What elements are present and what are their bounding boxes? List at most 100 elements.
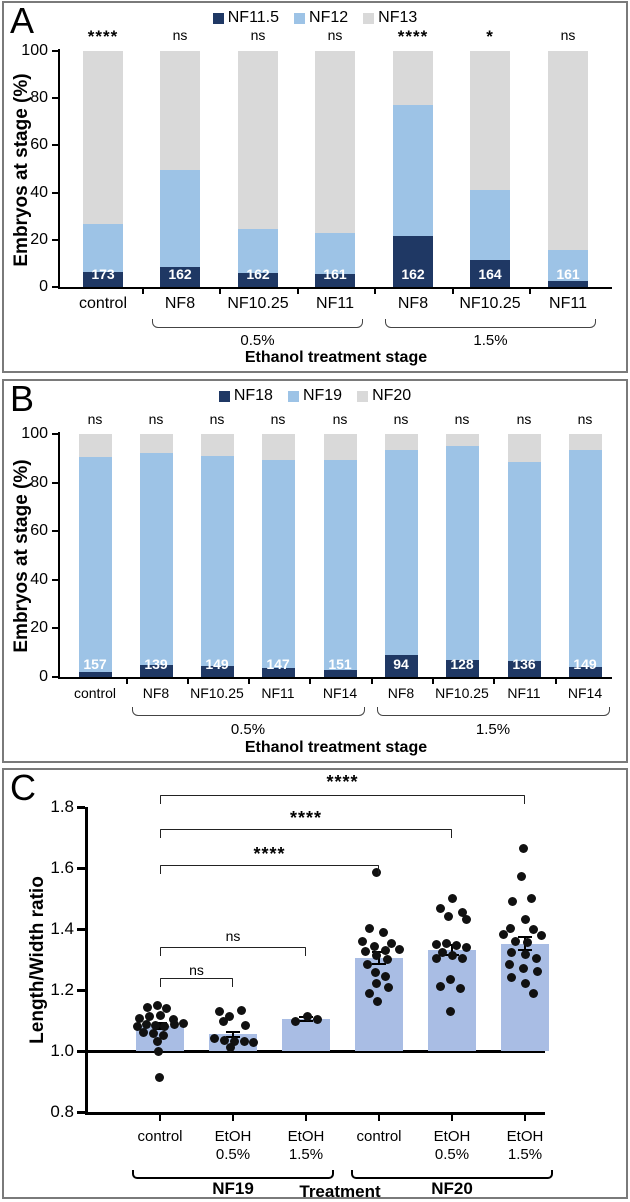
legend: NF11.5 NF12 NF13 <box>4 9 626 27</box>
x-tick-label: NF8 <box>164 295 196 312</box>
data-point <box>536 931 546 941</box>
error-bar-cap-bottom <box>518 948 532 951</box>
x-tick-label: 0.5% <box>434 1146 470 1163</box>
data-point <box>370 967 380 977</box>
significance-label: ns <box>516 411 532 427</box>
sig-label: **** <box>289 808 323 828</box>
panel-a-y-axis-title: Embryos at stage (%) <box>11 73 32 267</box>
group-bracket-label: NF20 <box>431 1179 473 1198</box>
x-tick-label: NF11 <box>549 295 587 312</box>
data-point <box>214 1007 224 1017</box>
y-tick-label: 1.4 <box>50 919 74 938</box>
n-label: 173 <box>91 266 115 282</box>
x-tick-mark <box>305 1115 307 1121</box>
sig-label: **** <box>326 772 359 792</box>
n-label: 161 <box>556 266 580 282</box>
y-tick-mark <box>52 433 58 435</box>
y-tick-mark <box>52 481 58 484</box>
y-axis-line <box>58 432 60 679</box>
y-tick-mark <box>52 530 58 533</box>
x-tick-mark <box>219 289 221 294</box>
data-point <box>364 988 374 998</box>
data-point <box>505 923 515 933</box>
panel-c: C Length/Width ratio Treatment 0.8 1.0 1.2… <box>2 768 628 1201</box>
data-point <box>498 929 508 939</box>
x-tick-label: control <box>78 295 128 312</box>
sig-bracket <box>160 829 452 838</box>
data-point <box>219 1036 229 1046</box>
x-tick-label: NF11 <box>261 685 295 701</box>
group-bracket-label: 1.5% <box>475 721 511 738</box>
y-tick-mark <box>52 50 58 52</box>
bar-segment-NF20 <box>78 434 112 458</box>
n-label: 147 <box>266 656 290 672</box>
data-point <box>441 939 451 949</box>
bar-segment-NF12 <box>238 229 278 273</box>
data-point <box>371 951 381 961</box>
x-tick-mark <box>451 1115 453 1121</box>
data-point <box>445 1006 455 1016</box>
y-tick-mark <box>77 1050 85 1053</box>
x-tick-label: EtOH <box>287 1128 325 1145</box>
data-point <box>520 950 530 960</box>
y-tick-mark <box>77 806 85 809</box>
data-point <box>357 936 367 946</box>
legend-swatch-icon <box>212 12 224 24</box>
data-point <box>394 945 404 955</box>
y-tick-label: 60 <box>30 136 48 154</box>
data-point <box>159 1022 169 1032</box>
legend-swatch-icon <box>294 12 306 24</box>
bar-segment-NF12 <box>83 224 123 272</box>
significance-label: ns <box>87 411 103 427</box>
data-point <box>134 1014 144 1024</box>
x-tick-label: NF8 <box>397 295 429 312</box>
data-point <box>437 948 447 958</box>
x-tick-label: control <box>356 1128 402 1145</box>
data-point <box>218 1016 228 1026</box>
bar-segment-NF19 <box>323 459 357 670</box>
data-point <box>155 1010 165 1020</box>
x-tick-mark <box>141 289 144 294</box>
bar-segment-NF13 <box>238 51 278 230</box>
n-label: 164 <box>478 266 502 282</box>
x-tick-mark <box>374 289 376 294</box>
x-tick-label: EtOH <box>214 1128 252 1145</box>
data-point <box>360 947 370 957</box>
x-tick-mark <box>370 679 373 684</box>
x-tick-mark <box>232 1115 234 1121</box>
x-tick-label: EtOH <box>506 1128 544 1145</box>
x-tick-mark <box>451 289 454 294</box>
sig-label: ns <box>225 928 241 944</box>
data-point <box>371 978 381 988</box>
data-point <box>158 1030 168 1040</box>
x-tick-label: control <box>73 685 117 701</box>
sig-bracket <box>160 978 233 987</box>
data-point <box>369 942 379 952</box>
bar-segment-NF18 <box>507 661 541 677</box>
y-tick-label: 0.8 <box>50 1102 74 1121</box>
y-tick-mark <box>77 1111 85 1114</box>
group-bracket-label: 0.5% <box>240 332 275 349</box>
bar-segment-NF20 <box>323 434 357 460</box>
panel-b: B Embryos at stage (%) Ethanol treatment… <box>2 379 628 763</box>
data-point <box>302 1012 312 1022</box>
y-tick-label: 20 <box>30 619 48 637</box>
data-point <box>435 981 445 991</box>
significance-label: **** <box>397 27 429 46</box>
n-label: 161 <box>323 266 347 282</box>
y-tick-label: 40 <box>30 570 48 588</box>
legend-item: NF19 <box>287 387 342 405</box>
significance-label: ns <box>454 411 470 427</box>
data-point <box>526 894 536 903</box>
sig-label: **** <box>253 844 286 864</box>
data-point <box>510 936 520 946</box>
bar-segment-NF20 <box>507 434 541 462</box>
bar-segment-NF18 <box>568 667 602 677</box>
y-tick-label: 1.6 <box>50 858 74 877</box>
x-tick-mark <box>296 289 299 294</box>
data-point <box>142 1002 152 1012</box>
significance-label: ns <box>148 411 164 427</box>
y-tick-mark <box>52 238 58 241</box>
bar-segment-NF11.5 <box>548 281 588 287</box>
data-point <box>431 954 441 964</box>
